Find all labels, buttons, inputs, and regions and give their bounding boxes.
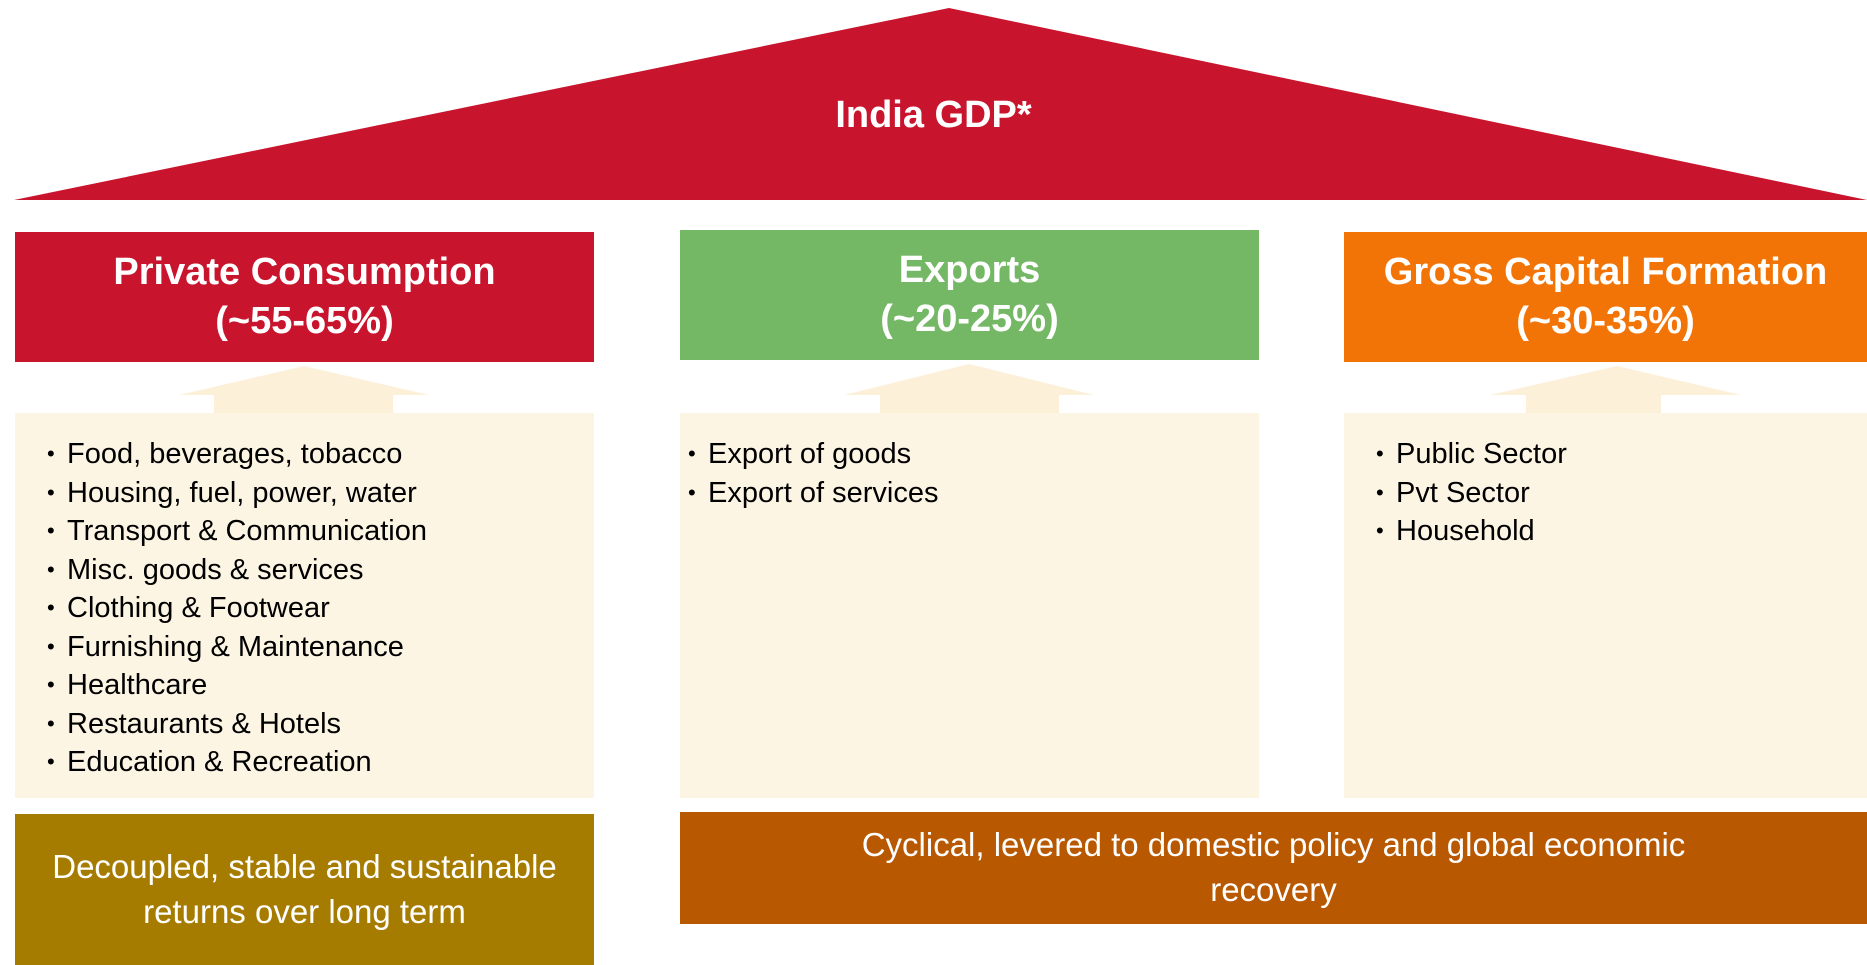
item: Furnishing & Maintenance [47,628,594,667]
item: Healthcare [47,666,594,705]
header-name: Gross Capital Formation [1383,250,1828,293]
items-box: Public SectorPvt SectorHousehold [1344,413,1867,798]
item: Export of goods [688,435,1259,474]
items-box: Export of goodsExport of services [680,413,1259,798]
column-header: Private Consumption (~55-65%) [15,232,594,362]
item: Misc. goods & services [47,551,594,590]
footer: Cyclical, levered to domestic policy and… [680,812,1867,924]
item-list: Export of goodsExport of services [680,435,1259,512]
arrow [1490,366,1741,413]
item: Food, beverages, tobacco [47,435,594,474]
item: Export of services [688,474,1259,513]
footer: Decoupled, stable and sustainable return… [15,814,594,965]
item-list: Food, beverages, tobaccoHousing, fuel, p… [15,435,594,782]
column-header: Gross Capital Formation (~30-35%) [1344,232,1867,362]
header-share: (~20-25%) [880,298,1059,340]
item: Household [1376,512,1867,551]
item: Clothing & Footwear [47,589,594,628]
items-box: Food, beverages, tobaccoHousing, fuel, p… [15,413,594,798]
item: Transport & Communication [47,512,594,551]
item: Public Sector [1376,435,1867,474]
item-list: Public SectorPvt SectorHousehold [1344,435,1867,551]
item: Housing, fuel, power, water [47,474,594,513]
item: Pvt Sector [1376,474,1867,513]
arrow [179,366,429,413]
header-share: (~55-65%) [215,300,394,342]
roof [14,8,1867,200]
header-share: (~30-35%) [1516,300,1695,342]
arrow [844,364,1094,413]
header-name: Exports [898,248,1041,291]
column-header: Exports (~20-25%) [680,230,1259,360]
item: Education & Recreation [47,743,594,782]
header-name: Private Consumption [113,250,496,293]
item: Restaurants & Hotels [47,705,594,744]
arrows [179,364,1741,413]
title: India GDP* [835,94,1032,137]
